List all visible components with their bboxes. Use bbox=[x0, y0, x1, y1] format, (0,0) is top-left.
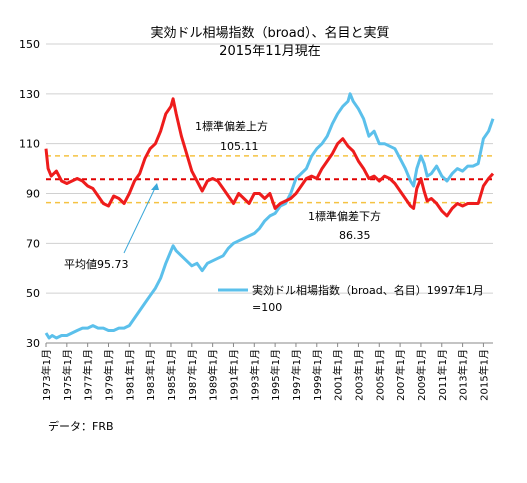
x-tick-label: 1977年1月 bbox=[82, 349, 95, 401]
mean-annotation-label: 平均値95.73 bbox=[64, 258, 129, 271]
x-tick-label: 2015年1月 bbox=[477, 349, 490, 401]
y-tick-label: 130 bbox=[19, 88, 40, 101]
chart-subtitle: 2015年11月現在 bbox=[219, 44, 321, 59]
y-axis: 150 130 110 90 70 50 30 bbox=[19, 38, 40, 350]
x-tick-label: 1975年1月 bbox=[61, 349, 74, 401]
x-tick-label: 2013年1月 bbox=[457, 349, 470, 401]
series-line bbox=[44, 92, 495, 340]
series-line bbox=[44, 97, 495, 218]
x-tick-label: 1987年1月 bbox=[186, 349, 199, 401]
lower-band-value: 86.35 bbox=[339, 229, 371, 242]
reference-lines bbox=[46, 155, 493, 204]
source-note: データ：FRB bbox=[48, 420, 114, 433]
y-tick-label: 70 bbox=[26, 237, 40, 250]
x-tick-label: 2011年1月 bbox=[436, 349, 449, 401]
lower-band-label: 1標準偏差下方 bbox=[308, 209, 381, 223]
x-tick-label: 1989年1月 bbox=[207, 349, 220, 401]
x-tick-label: 1981年1月 bbox=[123, 349, 136, 401]
x-tick-label: 1997年1月 bbox=[290, 349, 303, 401]
y-tick-label: 110 bbox=[19, 138, 40, 151]
legend-label: 実効ドル相場指数（broad、名目）1997年1月 bbox=[252, 283, 484, 297]
x-tick-label: 1995年1月 bbox=[269, 349, 282, 401]
legend-label-unit: =100 bbox=[252, 301, 282, 314]
x-tick-label: 2009年1月 bbox=[415, 349, 428, 401]
x-tick-label: 1993年1月 bbox=[248, 349, 261, 401]
y-tick-label: 50 bbox=[26, 287, 40, 300]
x-tick-label: 1985年1月 bbox=[165, 349, 178, 401]
x-tick-label: 1999年1月 bbox=[311, 349, 324, 401]
x-tick-label: 1979年1月 bbox=[102, 349, 115, 401]
x-tick-label: 2003年1月 bbox=[352, 349, 365, 401]
chart-title: 実効ドル相場指数（broad）、名目と実質 bbox=[151, 25, 390, 41]
x-tick-label: 1973年1月 bbox=[40, 349, 53, 401]
upper-band-value: 105.11 bbox=[220, 140, 259, 153]
y-tick-label: 90 bbox=[26, 188, 40, 201]
series-lines bbox=[44, 92, 495, 340]
x-tick-label: 2007年1月 bbox=[394, 349, 407, 401]
x-tick-label: 2001年1月 bbox=[332, 349, 345, 401]
y-tick-label: 150 bbox=[19, 38, 40, 51]
y-tick-label: 30 bbox=[26, 337, 40, 350]
mean-annotation-arrow bbox=[123, 185, 157, 254]
x-tick-label: 1991年1月 bbox=[227, 349, 240, 401]
upper-band-label: 1標準偏差上方 bbox=[195, 119, 268, 133]
mean-arrow-head bbox=[151, 183, 159, 190]
x-tick-label: 1983年1月 bbox=[144, 349, 157, 401]
x-tick-label: 2005年1月 bbox=[373, 349, 386, 401]
x-axis: 1973年1月 1975年1月 1977年1月 1979年1月 1981年1月 1983年… bbox=[40, 342, 493, 401]
